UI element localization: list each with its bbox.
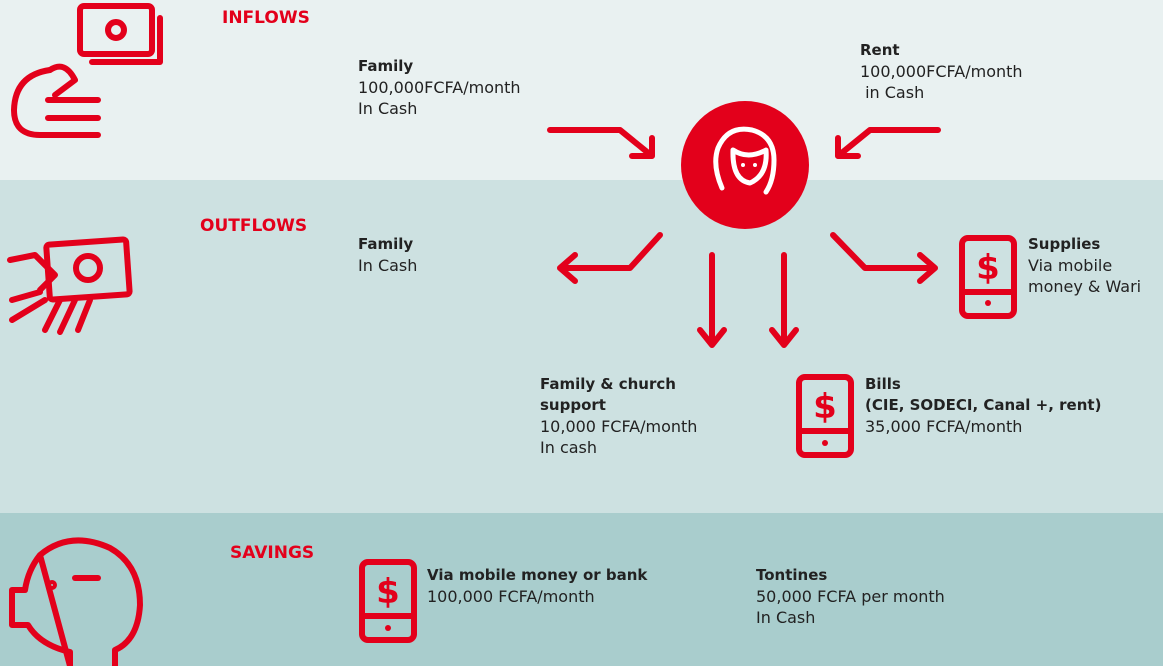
item-title: Family [358, 57, 414, 75]
dollar-sign: $ [376, 572, 400, 612]
item-line: 100,000FCFA/month [358, 78, 521, 97]
item-line: 100,000 FCFA/month [427, 587, 595, 606]
flow-item: Tontines 50,000 FCFA per month In Cash [756, 565, 945, 628]
dollar-sign: $ [976, 248, 1000, 288]
section-label: SAVINGS [230, 543, 315, 563]
item-line: In Cash [756, 608, 816, 627]
flow-item: Rent 100,000FCFA/month in Cash [860, 40, 1023, 103]
outflow-icon [7, 236, 133, 335]
phone-dot [822, 440, 828, 446]
phone-icons [359, 235, 1017, 643]
item-title: Rent [860, 41, 900, 59]
flow-item: Via mobile money or bank 100,000 FCFA/mon… [427, 565, 647, 607]
item-title: (CIE, SODECI, Canal +, rent) [865, 396, 1102, 414]
item-title: Family [358, 235, 414, 253]
flow-item: Family In Cash [358, 234, 417, 276]
flow-item: Family & church support 10,000 FCFA/month I… [540, 374, 697, 458]
arrows [547, 127, 941, 348]
section-label: INFLOWS [222, 8, 310, 28]
flow-item: Bills (CIE, SODECI, Canal +, rent) 35,000 … [865, 374, 1101, 437]
item-title: Family & church [540, 375, 676, 393]
person-icon [681, 101, 809, 229]
item-title: Via mobile money or bank [427, 566, 648, 584]
inflow-icon [11, 3, 163, 138]
inflows-band [0, 0, 1163, 180]
savings-band [0, 513, 1163, 666]
piggy-icon [9, 537, 143, 666]
flow-item: Supplies Via mobile money & Wari [1028, 234, 1141, 297]
item-line: In cash [540, 438, 598, 457]
item-line: In Cash [358, 256, 418, 275]
item-title: Supplies [1028, 235, 1101, 253]
item-title: Tontines [756, 566, 828, 584]
item-line: 100,000FCFA/month [860, 62, 1023, 81]
section-label: OUTFLOWS [200, 216, 308, 236]
item-line: Via mobile [1028, 256, 1113, 275]
phone-dot [985, 300, 991, 306]
item-line: 10,000 FCFA/month [540, 417, 698, 436]
item-line: 50,000 FCFA per month [756, 587, 945, 606]
item-line: 35,000 FCFA/month [865, 417, 1023, 436]
phone-dot [385, 625, 391, 631]
item-line: in Cash [860, 83, 925, 102]
item-line: money & Wari [1028, 277, 1142, 296]
item-title: Bills [865, 375, 901, 393]
item-line: In Cash [358, 99, 418, 118]
dollar-sign: $ [813, 387, 837, 427]
item-title: support [540, 396, 606, 414]
flow-item: Family 100,000FCFA/month In Cash [358, 56, 521, 119]
